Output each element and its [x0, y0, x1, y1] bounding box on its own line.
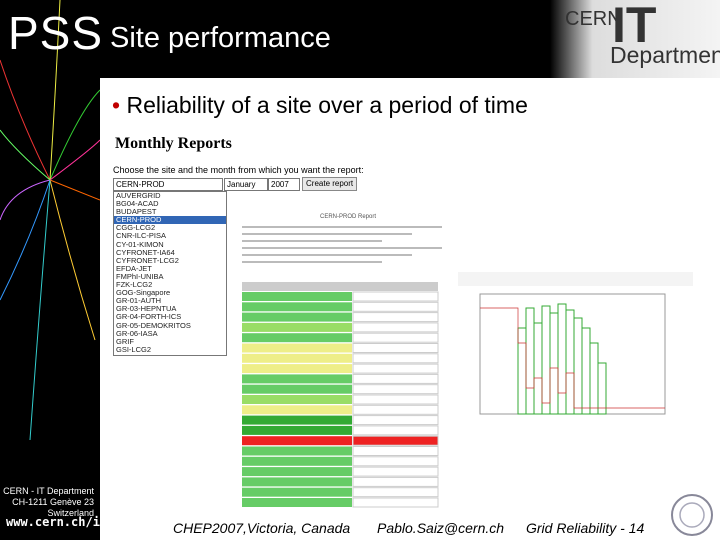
table-cell	[352, 363, 439, 374]
cern-logo	[671, 494, 713, 536]
table-cell	[242, 395, 352, 404]
table-cell	[242, 374, 352, 384]
table-cell	[242, 405, 352, 415]
table-cell	[352, 394, 439, 405]
table-cell	[242, 282, 438, 291]
table-cell	[352, 332, 439, 343]
sidebar	[0, 78, 100, 540]
footer-email: Pablo.Saiz@cern.ch	[377, 520, 505, 536]
table-cell	[242, 312, 352, 322]
table-cell	[242, 343, 352, 353]
table-cell	[242, 333, 352, 343]
site-option[interactable]: CERN-PROD	[114, 216, 226, 225]
report-title: CERN-PROD Report	[320, 214, 377, 220]
site-option[interactable]: CGG-LCG2	[116, 223, 156, 233]
table-cell	[242, 467, 352, 477]
instruction: Choose the site and the month from which…	[113, 165, 364, 175]
report-chart	[458, 272, 693, 415]
table-cell	[242, 425, 352, 435]
site-option[interactable]: GR-05-DEMOKRITOS	[116, 320, 191, 330]
table-cell	[242, 364, 352, 374]
bullet-text: Reliability of a site over a period of t…	[126, 92, 528, 118]
site-option[interactable]: CYFRONET-IA64	[116, 247, 175, 257]
site-option[interactable]: GR-04-FORTH-ICS	[116, 312, 182, 322]
table-cell	[242, 233, 412, 235]
table-cell	[242, 322, 352, 332]
table-cell	[242, 254, 412, 256]
site-option[interactable]: GR-03-HEPNTUA	[116, 304, 177, 314]
table-cell	[352, 456, 439, 467]
org-dept: Department	[610, 42, 720, 68]
site-option[interactable]: FMPhI-UNIBA	[116, 271, 164, 281]
table-cell	[352, 384, 439, 395]
table-cell	[242, 240, 382, 242]
table-cell	[242, 292, 352, 301]
table-cell	[352, 435, 439, 446]
table-cell	[352, 466, 439, 477]
site-select[interactable]: CERN-PROD	[113, 178, 223, 191]
table-cell	[242, 261, 382, 263]
table-cell	[352, 353, 439, 364]
table-cell	[242, 415, 352, 425]
table-cell	[242, 456, 352, 466]
table-cell	[352, 312, 439, 323]
heading: Monthly Reports	[115, 135, 232, 152]
table-cell	[352, 425, 439, 436]
bullet: • Reliability of a site over a period of…	[112, 92, 528, 118]
site-option[interactable]: CYFRONET-LCG2	[116, 255, 179, 265]
address-line: Switzerland	[47, 508, 94, 518]
table-cell	[242, 487, 352, 497]
slide-title: Site performance	[110, 22, 331, 54]
site-option[interactable]: GR-01-AUTH	[116, 296, 162, 306]
site-option[interactable]: GRIF	[116, 336, 134, 346]
site-option[interactable]: GOG-Singapore	[116, 288, 171, 298]
logo-area	[550, 0, 720, 78]
site-option[interactable]: BG04-ACAD	[116, 199, 159, 209]
table-cell	[242, 302, 352, 312]
table-cell	[242, 353, 352, 363]
table-cell	[242, 498, 352, 507]
site-option[interactable]: EFDA-JET	[116, 263, 152, 273]
address-line: CERN - IT Department	[3, 486, 94, 496]
table-cell	[352, 322, 439, 333]
site-option[interactable]: CNR-ILC-PISA	[116, 231, 167, 241]
table-cell	[352, 404, 439, 415]
table-cell	[242, 446, 352, 456]
table-cell	[352, 415, 439, 426]
table-cell	[352, 291, 439, 302]
org-it: IT	[612, 0, 657, 53]
table-cell	[352, 343, 439, 353]
table-cell	[242, 247, 442, 249]
table-cell	[242, 436, 352, 446]
report-table	[242, 226, 442, 508]
month-select[interactable]: January	[224, 178, 268, 191]
particle-tracks	[0, 0, 100, 440]
site-option[interactable]: BUDAPEST	[116, 207, 157, 217]
year-select[interactable]: 2007	[268, 178, 300, 191]
table-cell	[242, 226, 442, 228]
logo-text: PSS	[8, 7, 104, 59]
site-option[interactable]: GR-06-IASA	[116, 328, 158, 338]
footer-conference: CHEP2007,Victoria, Canada	[173, 520, 351, 536]
site-option[interactable]: GSI-LCG2	[116, 344, 152, 354]
table-cell	[242, 477, 352, 487]
table-cell	[352, 487, 439, 498]
table-cell	[242, 384, 352, 394]
site-list[interactable]: AUVERGRID BG04-ACAD BUDAPEST CERN-PROD CGG-L…	[113, 191, 227, 356]
table-cell	[352, 446, 439, 456]
address-line: CH-1211 Genève 23	[12, 497, 94, 507]
site-option[interactable]: CY-01-KIMON	[116, 239, 164, 249]
org-name: CERN	[565, 8, 622, 30]
site-option[interactable]: FZK-LCG2	[116, 280, 153, 290]
table-cell	[352, 301, 439, 312]
footer-slide: Grid Reliability - 14	[526, 520, 645, 536]
table-cell	[352, 373, 439, 384]
create-button[interactable]: Create report	[302, 177, 358, 191]
table-cell	[352, 497, 439, 508]
table-cell	[352, 476, 439, 487]
site-option[interactable]: AUVERGRID	[116, 191, 161, 200]
website: www.cern.ch/it	[6, 515, 108, 529]
